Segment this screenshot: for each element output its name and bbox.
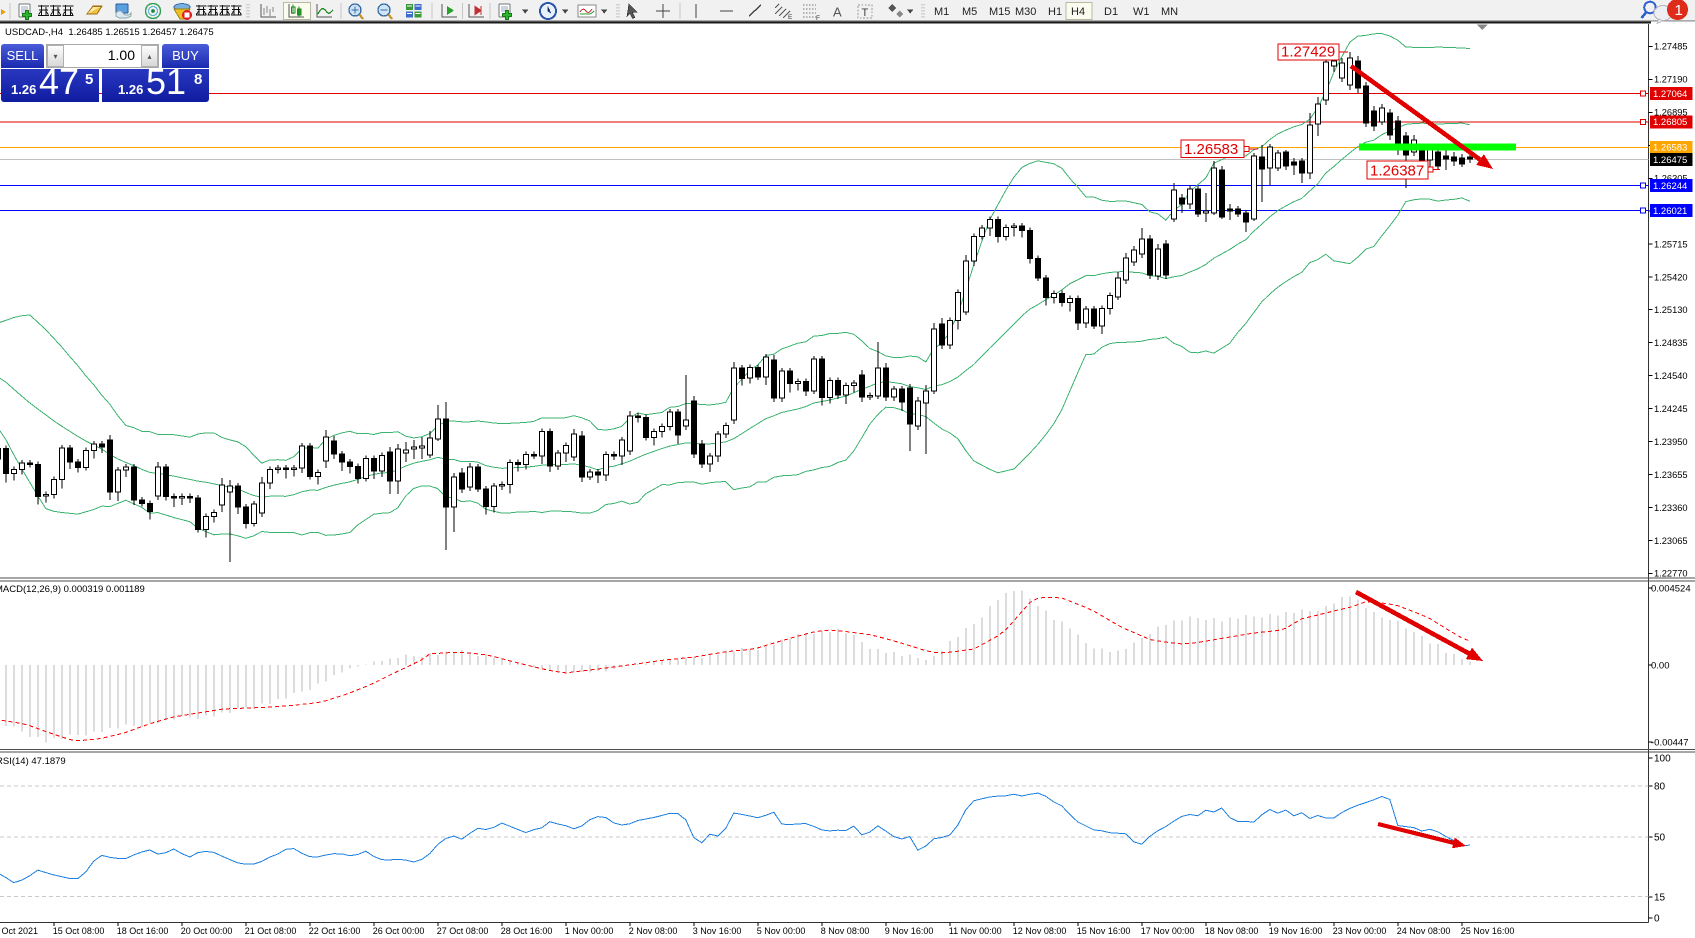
svg-text:1.23655: 1.23655	[1654, 470, 1688, 480]
svg-text:15 Nov 16:00: 15 Nov 16:00	[1077, 926, 1131, 936]
svg-text:RSI(14) 47.1879: RSI(14) 47.1879	[0, 756, 66, 767]
svg-text:MACD(12,26,9) 0.000319 0.00118: MACD(12,26,9) 0.000319 0.001189	[0, 584, 145, 595]
svg-text:T: T	[862, 7, 869, 19]
svg-text:26 Oct 00:00: 26 Oct 00:00	[373, 926, 425, 936]
svg-text:USDCAD-,H4 1.26485 1.26515 1.: USDCAD-,H4 1.26485 1.26515 1.26457 1.264…	[5, 27, 214, 38]
svg-text:9 Nov 16:00: 9 Nov 16:00	[885, 926, 934, 936]
svg-text:23 Nov 00:00: 23 Nov 00:00	[1333, 926, 1387, 936]
svg-text:18 Nov 08:00: 18 Nov 08:00	[1205, 926, 1259, 936]
svg-text:W1: W1	[1133, 6, 1150, 18]
svg-text:17 Nov 00:00: 17 Nov 00:00	[1141, 926, 1195, 936]
svg-text:1.26021: 1.26021	[1653, 206, 1687, 217]
svg-text:1.23360: 1.23360	[1654, 503, 1688, 513]
svg-text:H1: H1	[1048, 6, 1062, 18]
svg-text:21 Oct 08:00: 21 Oct 08:00	[245, 926, 297, 936]
svg-text:1.22770: 1.22770	[1654, 569, 1688, 579]
svg-text:1 Nov 00:00: 1 Nov 00:00	[565, 926, 614, 936]
svg-text:0: 0	[1654, 914, 1660, 925]
svg-text:28 Oct 16:00: 28 Oct 16:00	[501, 926, 553, 936]
svg-text:12 Nov 08:00: 12 Nov 08:00	[1013, 926, 1067, 936]
svg-text:27 Oct 08:00: 27 Oct 08:00	[437, 926, 489, 936]
svg-text:1.25420: 1.25420	[1654, 273, 1688, 283]
svg-text:0.004524: 0.004524	[1651, 584, 1691, 595]
svg-text:E: E	[788, 14, 793, 21]
svg-text:2 Nov 08:00: 2 Nov 08:00	[629, 926, 678, 936]
svg-text:1: 1	[1675, 2, 1683, 19]
svg-text:18 Oct 16:00: 18 Oct 16:00	[117, 926, 169, 936]
svg-text:M1: M1	[934, 6, 949, 18]
svg-text:25 Nov 16:00: 25 Nov 16:00	[1461, 926, 1515, 936]
svg-text:1.27429: 1.27429	[1281, 44, 1335, 61]
svg-text:1.27064: 1.27064	[1653, 89, 1687, 100]
svg-text:15 Oct 08:00: 15 Oct 08:00	[53, 926, 105, 936]
svg-text:1.27190: 1.27190	[1654, 75, 1688, 85]
svg-text:11 Nov 00:00: 11 Nov 00:00	[949, 926, 1002, 936]
svg-text:-0.00447: -0.00447	[1651, 738, 1689, 749]
svg-text:100: 100	[1654, 754, 1671, 765]
svg-text:5 Nov 00:00: 5 Nov 00:00	[757, 926, 806, 936]
svg-text:F: F	[816, 15, 820, 22]
svg-text:1.26387: 1.26387	[1370, 163, 1424, 180]
svg-text:M30: M30	[1015, 6, 1036, 18]
svg-text:1.26805: 1.26805	[1653, 117, 1687, 128]
svg-text:22 Oct 16:00: 22 Oct 16:00	[309, 926, 361, 936]
svg-text:15: 15	[1654, 893, 1666, 904]
svg-text:A: A	[833, 5, 842, 20]
svg-text:8 Nov 08:00: 8 Nov 08:00	[821, 926, 870, 936]
svg-text:MN: MN	[1161, 6, 1178, 18]
svg-text:3 Nov 16:00: 3 Nov 16:00	[693, 926, 742, 936]
svg-text:1.25130: 1.25130	[1654, 305, 1688, 315]
svg-text:1.23950: 1.23950	[1654, 437, 1688, 447]
svg-text:1.26305: 1.26305	[1654, 174, 1688, 184]
svg-text:1.26895: 1.26895	[1654, 108, 1688, 118]
svg-text:80: 80	[1654, 782, 1666, 793]
svg-text:50: 50	[1654, 833, 1666, 844]
svg-text:1.26583: 1.26583	[1653, 143, 1687, 154]
svg-text:M5: M5	[962, 6, 977, 18]
svg-text:1.27485: 1.27485	[1654, 42, 1688, 52]
svg-text:D1: D1	[1104, 6, 1118, 18]
svg-text:1.24835: 1.24835	[1654, 338, 1688, 348]
svg-text:1.24245: 1.24245	[1654, 404, 1688, 414]
svg-text:1.26244: 1.26244	[1653, 181, 1687, 192]
svg-text:14 Oct 2021: 14 Oct 2021	[0, 926, 38, 936]
svg-text:19 Nov 16:00: 19 Nov 16:00	[1269, 926, 1323, 936]
svg-text:M15: M15	[989, 6, 1010, 18]
svg-text:20 Oct 00:00: 20 Oct 00:00	[181, 926, 233, 936]
svg-text:1.24540: 1.24540	[1654, 371, 1688, 381]
svg-text:1.26475: 1.26475	[1653, 155, 1687, 166]
svg-text:0.00: 0.00	[1651, 661, 1670, 672]
svg-text:1.23065: 1.23065	[1654, 536, 1688, 546]
svg-text:1.26583: 1.26583	[1184, 141, 1238, 158]
svg-text:24 Nov 08:00: 24 Nov 08:00	[1397, 926, 1451, 936]
svg-text:H4: H4	[1071, 6, 1085, 18]
svg-text:1.25715: 1.25715	[1654, 240, 1688, 250]
